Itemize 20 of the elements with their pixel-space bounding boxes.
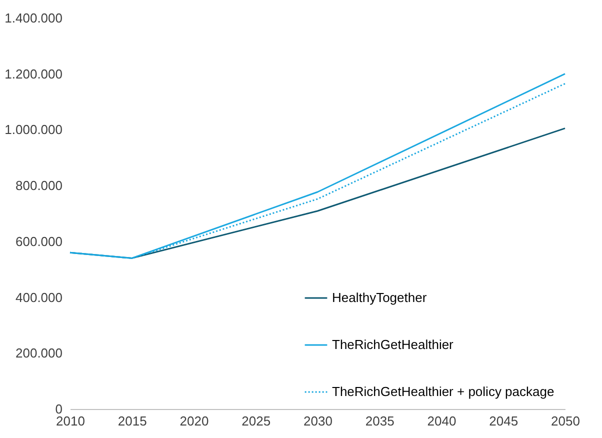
y-tick-label: 600.000: [16, 234, 62, 249]
y-tick-label: 0: [55, 402, 62, 416]
y-tick-label: 1.400.000: [4, 10, 62, 26]
y-tick-label: 1.000.000: [4, 122, 62, 138]
y-tick-label: 1.200.000: [4, 66, 62, 82]
x-tick-label: 2015: [118, 414, 147, 428]
x-tick-label: 2020: [180, 414, 209, 428]
x-tick-label: 2045: [489, 414, 518, 428]
x-tick-label: 2030: [304, 414, 332, 428]
x-tick-label: 2025: [242, 414, 271, 428]
legend-label: HealthyTogether: [332, 290, 428, 305]
x-tick-label: 2010: [56, 414, 85, 428]
x-tick-label: 2040: [427, 414, 456, 428]
legend-label: TheRichGetHealthier + policy package: [332, 384, 554, 399]
x-tick-label: 2050: [551, 414, 580, 428]
y-tick-label: 200.000: [16, 346, 62, 361]
legend-label: TheRichGetHealthier: [332, 337, 454, 352]
x-tick-label: 2035: [365, 414, 394, 428]
y-tick-label: 400.000: [16, 290, 62, 305]
y-tick-label: 800.000: [16, 178, 62, 194]
